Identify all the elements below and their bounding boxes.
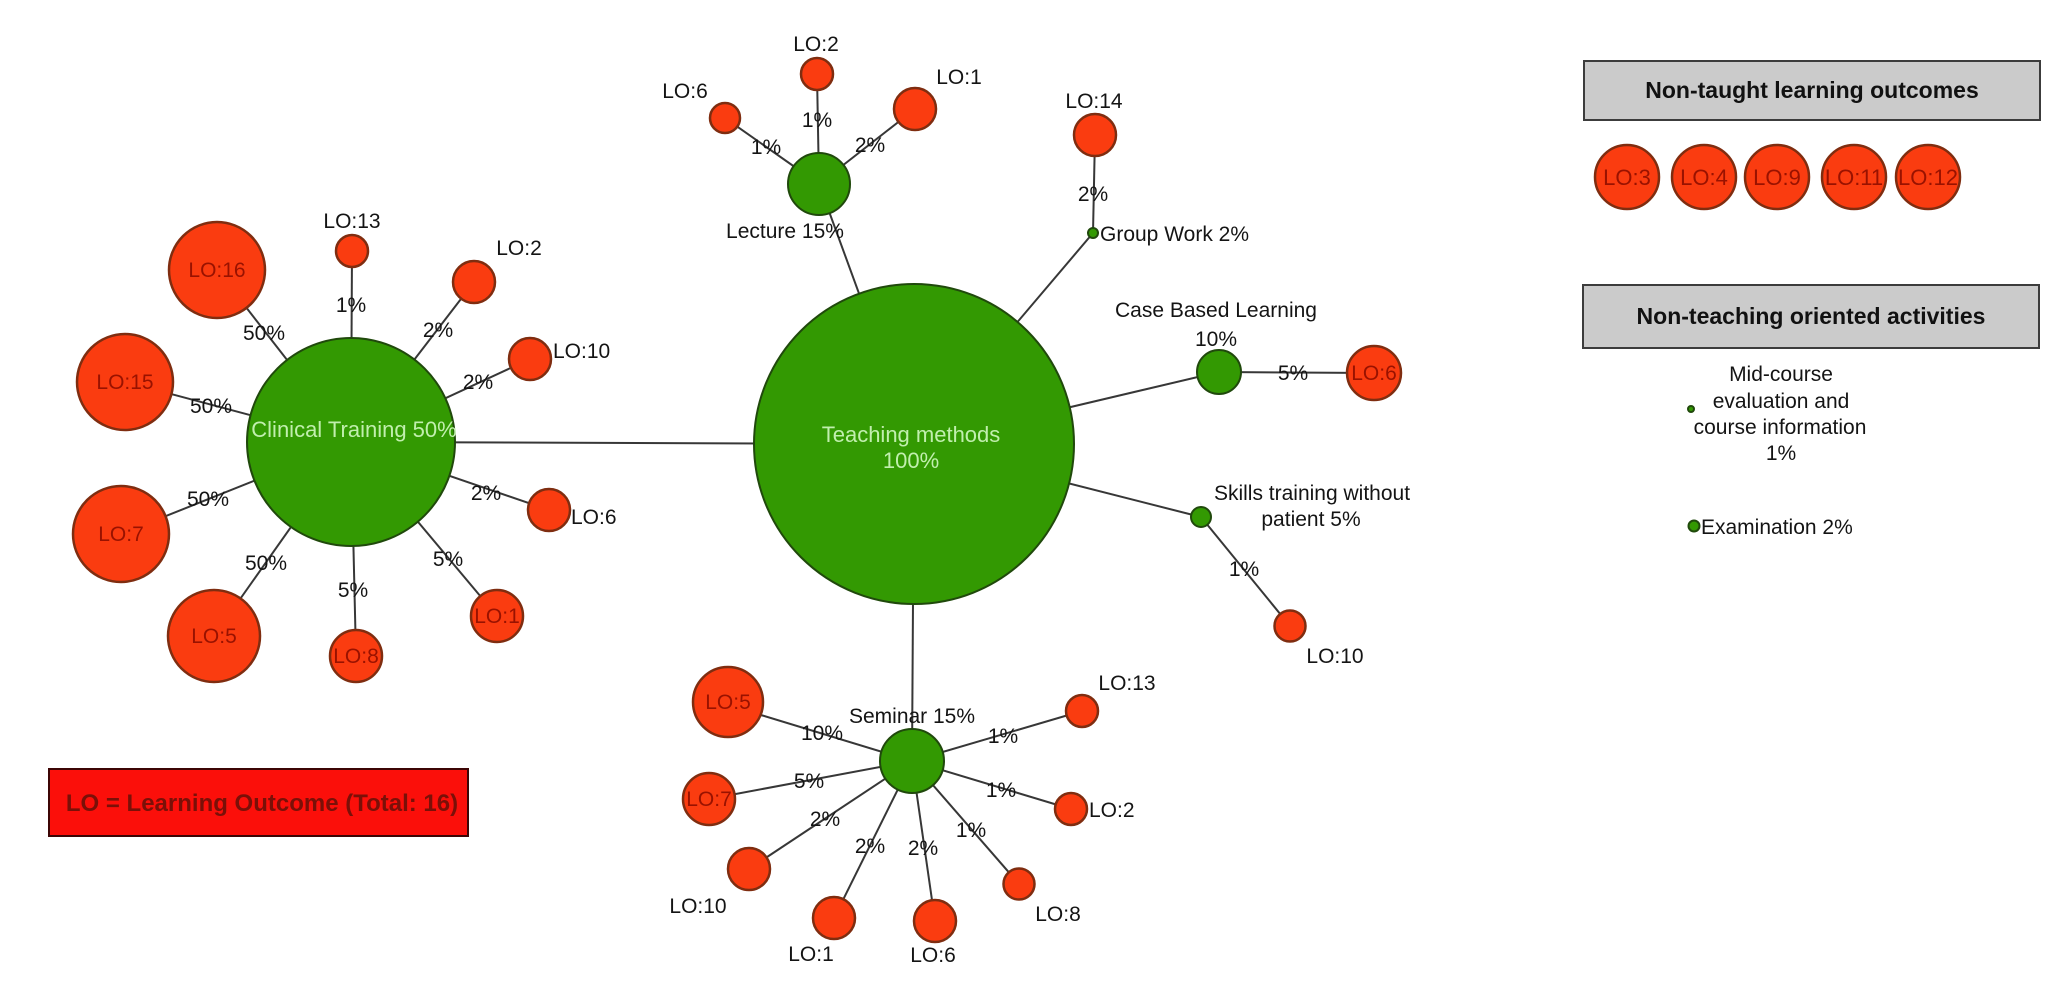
- svg-text:LO:8: LO:8: [333, 645, 379, 668]
- svg-text:LO:9: LO:9: [1753, 165, 1801, 190]
- svg-text:1%: 1%: [1229, 558, 1259, 581]
- svg-text:Case Based Learning: Case Based Learning: [1115, 299, 1317, 322]
- svg-text:LO:2: LO:2: [496, 237, 542, 260]
- svg-text:Seminar 15%: Seminar 15%: [849, 705, 975, 728]
- svg-text:LO:15: LO:15: [96, 371, 153, 394]
- svg-text:Mid-course: Mid-course: [1729, 363, 1833, 386]
- svg-text:2%: 2%: [471, 482, 501, 505]
- svg-text:2%: 2%: [463, 371, 493, 394]
- svg-text:Teaching methods: Teaching methods: [822, 422, 1001, 447]
- svg-text:course information: course information: [1694, 416, 1867, 439]
- svg-text:1%: 1%: [956, 819, 986, 842]
- svg-text:5%: 5%: [433, 548, 463, 571]
- svg-text:LO:6: LO:6: [910, 944, 956, 967]
- svg-text:LO:3: LO:3: [1603, 165, 1651, 190]
- svg-text:50%: 50%: [245, 552, 287, 575]
- svg-text:LO:6: LO:6: [662, 80, 708, 103]
- svg-text:LO:2: LO:2: [793, 33, 839, 56]
- svg-text:LO:4: LO:4: [1680, 165, 1728, 190]
- svg-text:evaluation and: evaluation and: [1713, 390, 1850, 413]
- svg-text:10%: 10%: [801, 722, 843, 745]
- svg-text:Lecture 15%: Lecture 15%: [726, 220, 844, 243]
- svg-text:LO:1: LO:1: [788, 943, 834, 966]
- svg-text:LO:13: LO:13: [323, 210, 380, 233]
- svg-text:LO:6: LO:6: [1351, 362, 1397, 385]
- svg-text:LO:12: LO:12: [1898, 165, 1958, 190]
- svg-text:LO:7: LO:7: [686, 788, 732, 811]
- svg-text:2%: 2%: [908, 837, 938, 860]
- svg-text:Examination 2%: Examination 2%: [1701, 516, 1853, 539]
- svg-text:1%: 1%: [336, 294, 366, 317]
- svg-text:LO:13: LO:13: [1098, 672, 1155, 695]
- svg-text:Group Work 2%: Group Work 2%: [1100, 223, 1249, 246]
- svg-text:Non-teaching oriented activiti: Non-teaching oriented activities: [1637, 303, 1986, 329]
- svg-text:1%: 1%: [751, 136, 781, 159]
- svg-text:Clinical Training 50%: Clinical Training 50%: [251, 417, 456, 442]
- svg-text:LO = Learning Outcome (Total:: LO = Learning Outcome (Total: 16): [66, 790, 458, 817]
- svg-text:LO:5: LO:5: [191, 625, 237, 648]
- svg-text:1%: 1%: [986, 779, 1016, 802]
- svg-text:LO:16: LO:16: [188, 259, 245, 282]
- svg-text:LO:10: LO:10: [1306, 645, 1363, 668]
- svg-text:2%: 2%: [1078, 183, 1108, 206]
- svg-text:Non-taught learning outcomes: Non-taught learning outcomes: [1645, 77, 1979, 103]
- svg-text:50%: 50%: [187, 488, 229, 511]
- svg-text:LO:1: LO:1: [936, 66, 982, 89]
- svg-text:LO:2: LO:2: [1089, 799, 1135, 822]
- svg-text:LO:11: LO:11: [1825, 165, 1883, 190]
- svg-text:50%: 50%: [190, 395, 232, 418]
- svg-text:LO:14: LO:14: [1065, 90, 1123, 113]
- svg-text:LO:6: LO:6: [571, 506, 617, 529]
- svg-text:5%: 5%: [338, 579, 368, 602]
- svg-text:5%: 5%: [1278, 362, 1308, 385]
- svg-text:2%: 2%: [810, 808, 840, 831]
- svg-text:1%: 1%: [1766, 442, 1796, 465]
- svg-text:2%: 2%: [855, 835, 885, 858]
- svg-text:LO:8: LO:8: [1035, 903, 1081, 926]
- svg-text:Skills training without: Skills training without: [1214, 482, 1410, 505]
- svg-text:patient 5%: patient 5%: [1261, 508, 1360, 531]
- svg-text:LO:10: LO:10: [553, 340, 610, 363]
- svg-text:10%: 10%: [1195, 328, 1237, 351]
- svg-text:1%: 1%: [988, 725, 1018, 748]
- svg-text:100%: 100%: [883, 448, 939, 473]
- svg-text:2%: 2%: [423, 319, 453, 342]
- svg-text:5%: 5%: [794, 770, 824, 793]
- svg-text:LO:1: LO:1: [474, 605, 520, 628]
- svg-text:2%: 2%: [855, 134, 885, 157]
- svg-text:LO:10: LO:10: [669, 895, 726, 918]
- svg-text:50%: 50%: [243, 322, 285, 345]
- svg-text:1%: 1%: [802, 109, 832, 132]
- svg-text:LO:5: LO:5: [705, 691, 751, 714]
- svg-text:LO:7: LO:7: [98, 523, 144, 546]
